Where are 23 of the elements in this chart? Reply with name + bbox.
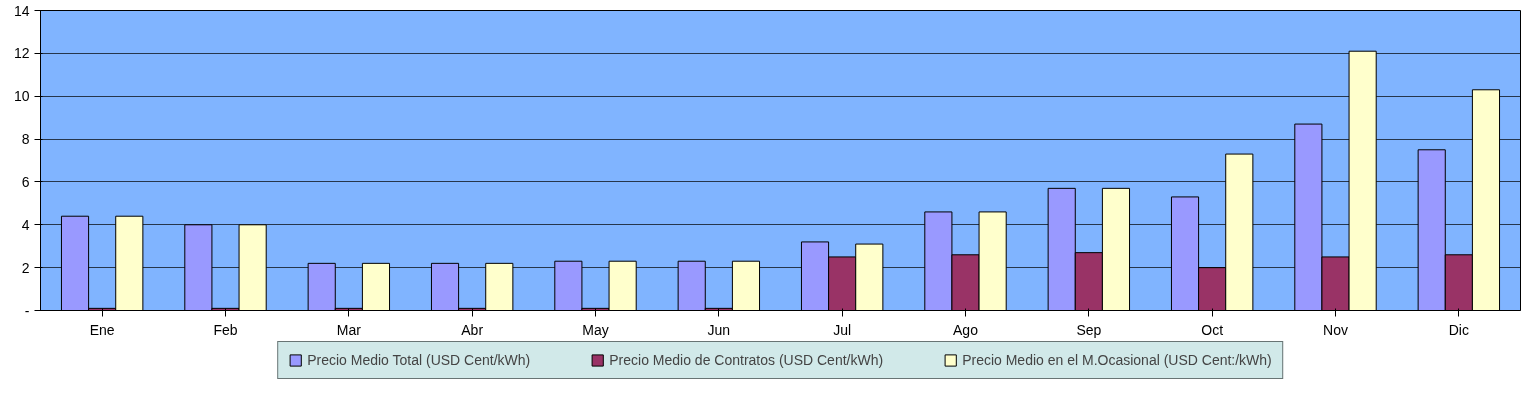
y-tick-label: 8 xyxy=(21,131,30,148)
x-tick-label: Oct xyxy=(1201,321,1224,338)
y-tick-label: 10 xyxy=(13,88,30,105)
x-tick-label: Nov xyxy=(1323,321,1348,338)
legend-label: Precio Medio en el M.Ocasional (USD Cent:/kWh) xyxy=(962,352,1272,368)
x-tick-label: Mar xyxy=(336,321,362,338)
y-tick-label: 12 xyxy=(13,45,30,62)
x-tick-label: Ago xyxy=(953,321,979,338)
x-tick-label: Ene xyxy=(89,321,115,338)
legend-label: Precio Medio Total (USD Cent/kWh) xyxy=(307,352,531,368)
x-tick-label: Abr xyxy=(461,321,484,338)
x-tick-label: Jul xyxy=(833,321,852,338)
x-tick-label: Jun xyxy=(707,321,731,338)
y-tick-label: 2 xyxy=(21,259,30,276)
x-tick-label: May xyxy=(582,321,609,338)
x-tick-label: Dic xyxy=(1448,321,1469,338)
y-tick-label: 6 xyxy=(21,173,30,190)
y-tick-label: 4 xyxy=(21,216,30,233)
x-tick-label: Sep xyxy=(1076,321,1102,338)
y-tick-label: - xyxy=(24,302,30,319)
legend-label: Precio Medio de Contratos (USD Cent/kWh) xyxy=(609,352,884,368)
y-tick-label: 14 xyxy=(13,2,30,19)
x-tick-label: Feb xyxy=(213,321,238,338)
